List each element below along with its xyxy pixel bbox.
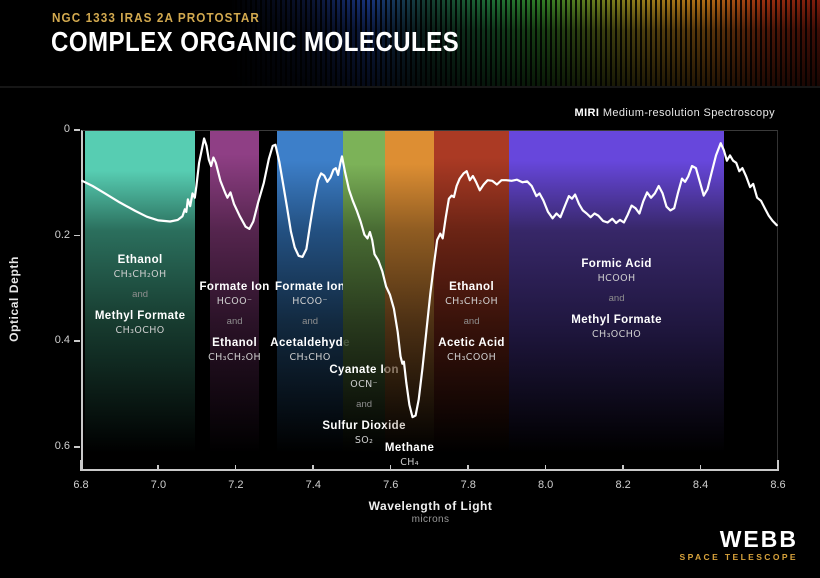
band-ethanol-methyl-formate <box>84 131 196 463</box>
instrument-mode: Medium-resolution Spectroscopy <box>599 107 775 119</box>
y-tick-mark <box>74 340 80 342</box>
instrument-label: MIRI Medium-resolution Spectroscopy <box>575 107 775 119</box>
y-tick-label: 0.4 <box>54 334 70 347</box>
x-tick-mark <box>234 465 237 471</box>
x-tick-label: 6.8 <box>73 479 89 491</box>
y-tick-label: 0.2 <box>54 228 70 241</box>
band-formate-ion-ethanol <box>210 131 260 463</box>
x-tick-mark <box>312 465 314 471</box>
y-tick-mark <box>74 234 80 237</box>
x-tick-label: 8.0 <box>538 479 554 491</box>
x-axis-units: microns <box>411 514 450 525</box>
x-tick-label: 7.4 <box>305 479 321 491</box>
x-tick-mark <box>622 465 624 471</box>
x-tick-label: 7.8 <box>460 479 476 491</box>
x-tick-mark <box>777 460 779 471</box>
x-axis-title: Wavelength of Light <box>368 499 493 513</box>
page-title: COMPLEX ORGANIC MOLECULES <box>51 26 460 57</box>
webb-wordmark: WEBB <box>719 526 798 552</box>
band-formate-ion-acetaldehyde <box>276 131 344 463</box>
x-tick-mark <box>389 465 392 471</box>
x-tick-mark <box>157 465 159 471</box>
y-tick-label: 0.6 <box>54 440 70 453</box>
header-spectrum-decoration <box>0 0 820 86</box>
webb-logo: WEBB SPACE TELESCOPE <box>680 527 799 562</box>
x-tick-label: 7.2 <box>228 479 244 491</box>
x-tick-label: 8.2 <box>615 479 631 491</box>
y-tick-mark <box>74 446 80 448</box>
spectrum-svg <box>81 137 778 419</box>
x-tick-mark <box>699 465 702 471</box>
y-tick-label: 0 <box>63 123 70 135</box>
band-cyanate-ion-sulfur-dioxide <box>343 131 386 463</box>
y-tick-mark <box>74 129 80 131</box>
webb-tagline: SPACE TELESCOPE <box>679 552 798 562</box>
band-formic-acid-methyl-formate <box>508 131 725 463</box>
x-tick-mark <box>544 465 547 471</box>
band-ethanol-acetic-acid <box>434 131 509 463</box>
x-tick-mark <box>467 465 469 471</box>
object-name: NGC 1333 IRAS 2A PROTOSTAR <box>52 10 260 25</box>
x-tick-mark <box>80 460 82 471</box>
instrument-name: MIRI <box>574 107 600 119</box>
header: NGC 1333 IRAS 2A PROTOSTAR COMPLEX ORGAN… <box>0 0 820 88</box>
x-tick-label: 8.6 <box>770 479 786 491</box>
x-tick-label: 7.0 <box>150 479 167 491</box>
y-axis-title: Optical Depth <box>7 256 21 342</box>
x-tick-label: 7.6 <box>383 479 399 491</box>
x-tick-label: 8.4 <box>692 479 709 491</box>
spectral-plot: Ethanol CH₃CH₂OH and Methyl Formate CH₃OCHO F… <box>81 130 778 471</box>
spectrum-line <box>81 137 778 419</box>
